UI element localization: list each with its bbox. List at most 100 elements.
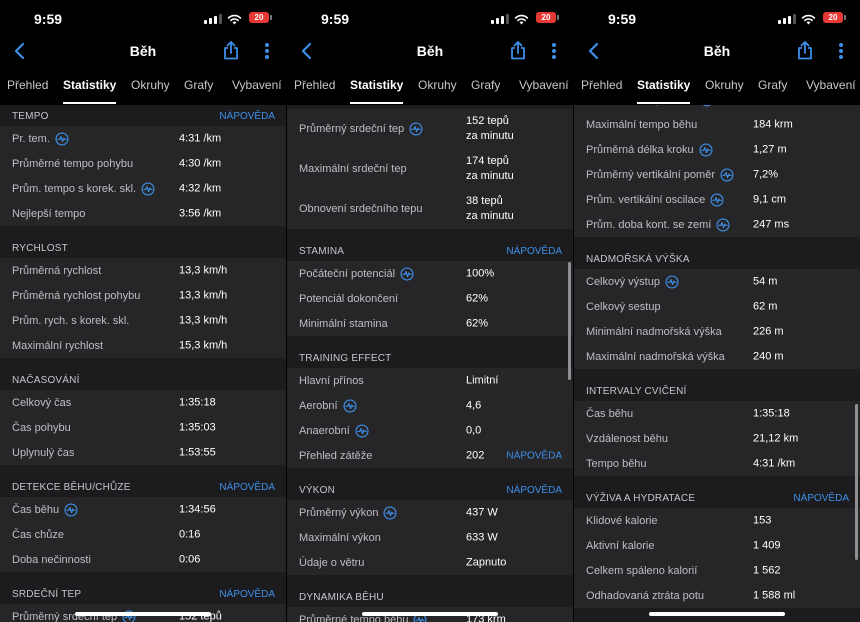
home-indicator[interactable] <box>362 612 498 616</box>
tab-vybaveni[interactable]: Vybavení <box>232 78 282 92</box>
stat-label: Průměrný srdeční tep <box>299 122 423 136</box>
section-title: VÝKON <box>299 485 336 496</box>
navigation-bar: Běh <box>574 38 860 64</box>
stat-label: Prům. vertikální oscilace <box>586 192 724 207</box>
tab-grafy[interactable]: Grafy <box>471 78 501 92</box>
performance-info-icon[interactable] <box>64 502 78 517</box>
stat-value: 4:31 /km <box>753 456 795 471</box>
performance-info-icon[interactable] <box>383 505 398 520</box>
stat-value-text: 4,6 <box>466 399 482 411</box>
help-link[interactable]: NÁPOVĚDA <box>793 493 849 504</box>
tab-prehled[interactable]: Přehled <box>581 78 623 92</box>
stat-label: Celkový čas <box>12 397 71 409</box>
performance-info-icon[interactable] <box>710 192 724 207</box>
stat-label-text: Minimální nadmořská výška <box>586 325 722 338</box>
performance-info-icon[interactable] <box>665 274 679 289</box>
performance-info-icon[interactable] <box>343 398 357 413</box>
stat-value: 62 m <box>753 299 777 314</box>
stat-value-text: 184 krm <box>753 118 793 130</box>
section-header: NADMOŘSKÁ VÝŠKA <box>574 237 860 269</box>
stat-value: 1 409 <box>753 538 781 553</box>
more-options-icon[interactable] <box>551 42 557 65</box>
back-arrow-icon[interactable] <box>588 42 600 65</box>
help-link[interactable]: NÁPOVĚDA <box>219 482 275 493</box>
performance-info-icon[interactable] <box>400 266 414 281</box>
share-icon[interactable] <box>223 41 239 65</box>
stat-value: 0:06 <box>179 552 200 567</box>
performance-info-icon[interactable] <box>720 167 734 182</box>
stat-value-text: 62% <box>466 292 489 304</box>
scrollbar[interactable] <box>568 262 571 380</box>
stat-value: 13,3 km/h <box>179 313 227 328</box>
back-arrow-icon[interactable] <box>14 42 26 65</box>
tab-prehled[interactable]: Přehled <box>7 78 49 92</box>
stat-label-text: Aktivní kalorie <box>586 539 655 552</box>
stat-value-text: 54 m <box>753 275 778 287</box>
battery-icon: 20 <box>823 12 846 23</box>
stat-label-text: Pr. tem. <box>12 132 50 145</box>
home-indicator[interactable] <box>75 612 211 616</box>
home-indicator[interactable] <box>649 612 785 616</box>
stat-label: Maximální nadmořská výška <box>586 351 725 363</box>
performance-info-icon[interactable] <box>699 142 713 157</box>
tab-grafy[interactable]: Grafy <box>758 78 788 92</box>
stat-row: Čas běhu 1:34:56 <box>0 497 286 522</box>
help-link[interactable]: NÁPOVĚDA <box>506 450 562 461</box>
scrollbar[interactable] <box>855 404 858 560</box>
stat-label-text: Anaerobní <box>299 424 350 437</box>
performance-info-icon[interactable] <box>55 131 69 146</box>
performance-info-icon[interactable] <box>716 217 730 232</box>
tab-vybaveni[interactable]: Vybavení <box>519 78 569 92</box>
help-link[interactable]: NÁPOVĚDA <box>506 485 562 496</box>
stat-row: Průměrný výkon 437 W <box>287 500 573 525</box>
section-header: STAMINA NÁPOVĚDA <box>287 229 573 261</box>
help-link[interactable]: NÁPOVĚDA <box>219 111 275 122</box>
help-link[interactable]: NÁPOVĚDA <box>506 246 562 257</box>
tab-vybaveni[interactable]: Vybavení <box>806 78 856 92</box>
performance-info-icon[interactable] <box>700 105 714 107</box>
back-arrow-icon[interactable] <box>301 42 313 65</box>
section-dynamika-behu: DYNAMIKA BĚHU Průměrné tempo běhu 173 krm <box>287 575 573 622</box>
stat-value: 4,6 <box>466 398 481 413</box>
section-header: TEMPO NÁPOVĚDA <box>0 105 286 126</box>
stat-value: 173 krm <box>753 105 793 107</box>
stat-label: Obnovení srdečního tepu <box>299 203 423 215</box>
stat-row: Průměrné tempo běhu 173 krm <box>574 105 860 112</box>
stat-value: 153 <box>753 513 771 528</box>
section-title: NADMOŘSKÁ VÝŠKA <box>586 254 690 265</box>
tab-statistiky[interactable]: Statistiky <box>350 78 404 104</box>
tab-bar: Přehled Statistiky Okruhy Grafy Vybavení <box>574 78 860 105</box>
more-options-icon[interactable] <box>264 42 270 65</box>
tab-grafy[interactable]: Grafy <box>184 78 214 92</box>
performance-info-icon[interactable] <box>355 423 369 438</box>
help-link[interactable]: NÁPOVĚDA <box>219 589 275 600</box>
statistics-list[interactable]: Průměrné tempo běhu 173 krm Maximální temp… <box>574 105 860 622</box>
more-options-icon[interactable] <box>838 42 844 65</box>
app-header: 9:59 20 Běh Přehled Statistiky Okruhy Grafy Vyb… <box>574 0 860 105</box>
tab-okruhy[interactable]: Okruhy <box>418 78 457 92</box>
performance-info-icon[interactable] <box>141 181 155 196</box>
tab-statistiky[interactable]: Statistiky <box>63 78 117 104</box>
stat-label: Průměrné tempo pohybu <box>12 158 133 170</box>
stat-label-text: Doba nečinnosti <box>12 553 91 566</box>
stat-value: 173 krm <box>466 612 506 622</box>
stat-value-text: 0,0 <box>466 424 482 436</box>
stat-row: Průměrná rychlost 13,3 km/h <box>0 258 286 283</box>
share-icon[interactable] <box>797 41 813 65</box>
performance-info-icon[interactable] <box>409 122 423 136</box>
stat-value: Zapnuto <box>466 555 506 570</box>
stat-label-text: Prům. doba kont. se zemí <box>586 218 712 231</box>
stat-row: Průměrná délka kroku 1,27 m <box>574 137 860 162</box>
performance-info-icon[interactable] <box>122 609 136 622</box>
statistics-list[interactable]: TEMPO NÁPOVĚDA Pr. tem. 4:31 /km Průměrné te… <box>0 105 286 622</box>
share-icon[interactable] <box>510 41 526 65</box>
tab-statistiky[interactable]: Statistiky <box>637 78 691 104</box>
section-training-effect: TRAINING EFFECT Hlavní přínos Limitní Aerob… <box>287 336 573 468</box>
tab-okruhy[interactable]: Okruhy <box>131 78 170 92</box>
section-header: VÝŽIVA A HYDRATACE NÁPOVĚDA <box>574 476 860 508</box>
stat-label: Nejlepší tempo <box>12 208 85 220</box>
tab-okruhy[interactable]: Okruhy <box>705 78 744 92</box>
tab-prehled[interactable]: Přehled <box>294 78 336 92</box>
